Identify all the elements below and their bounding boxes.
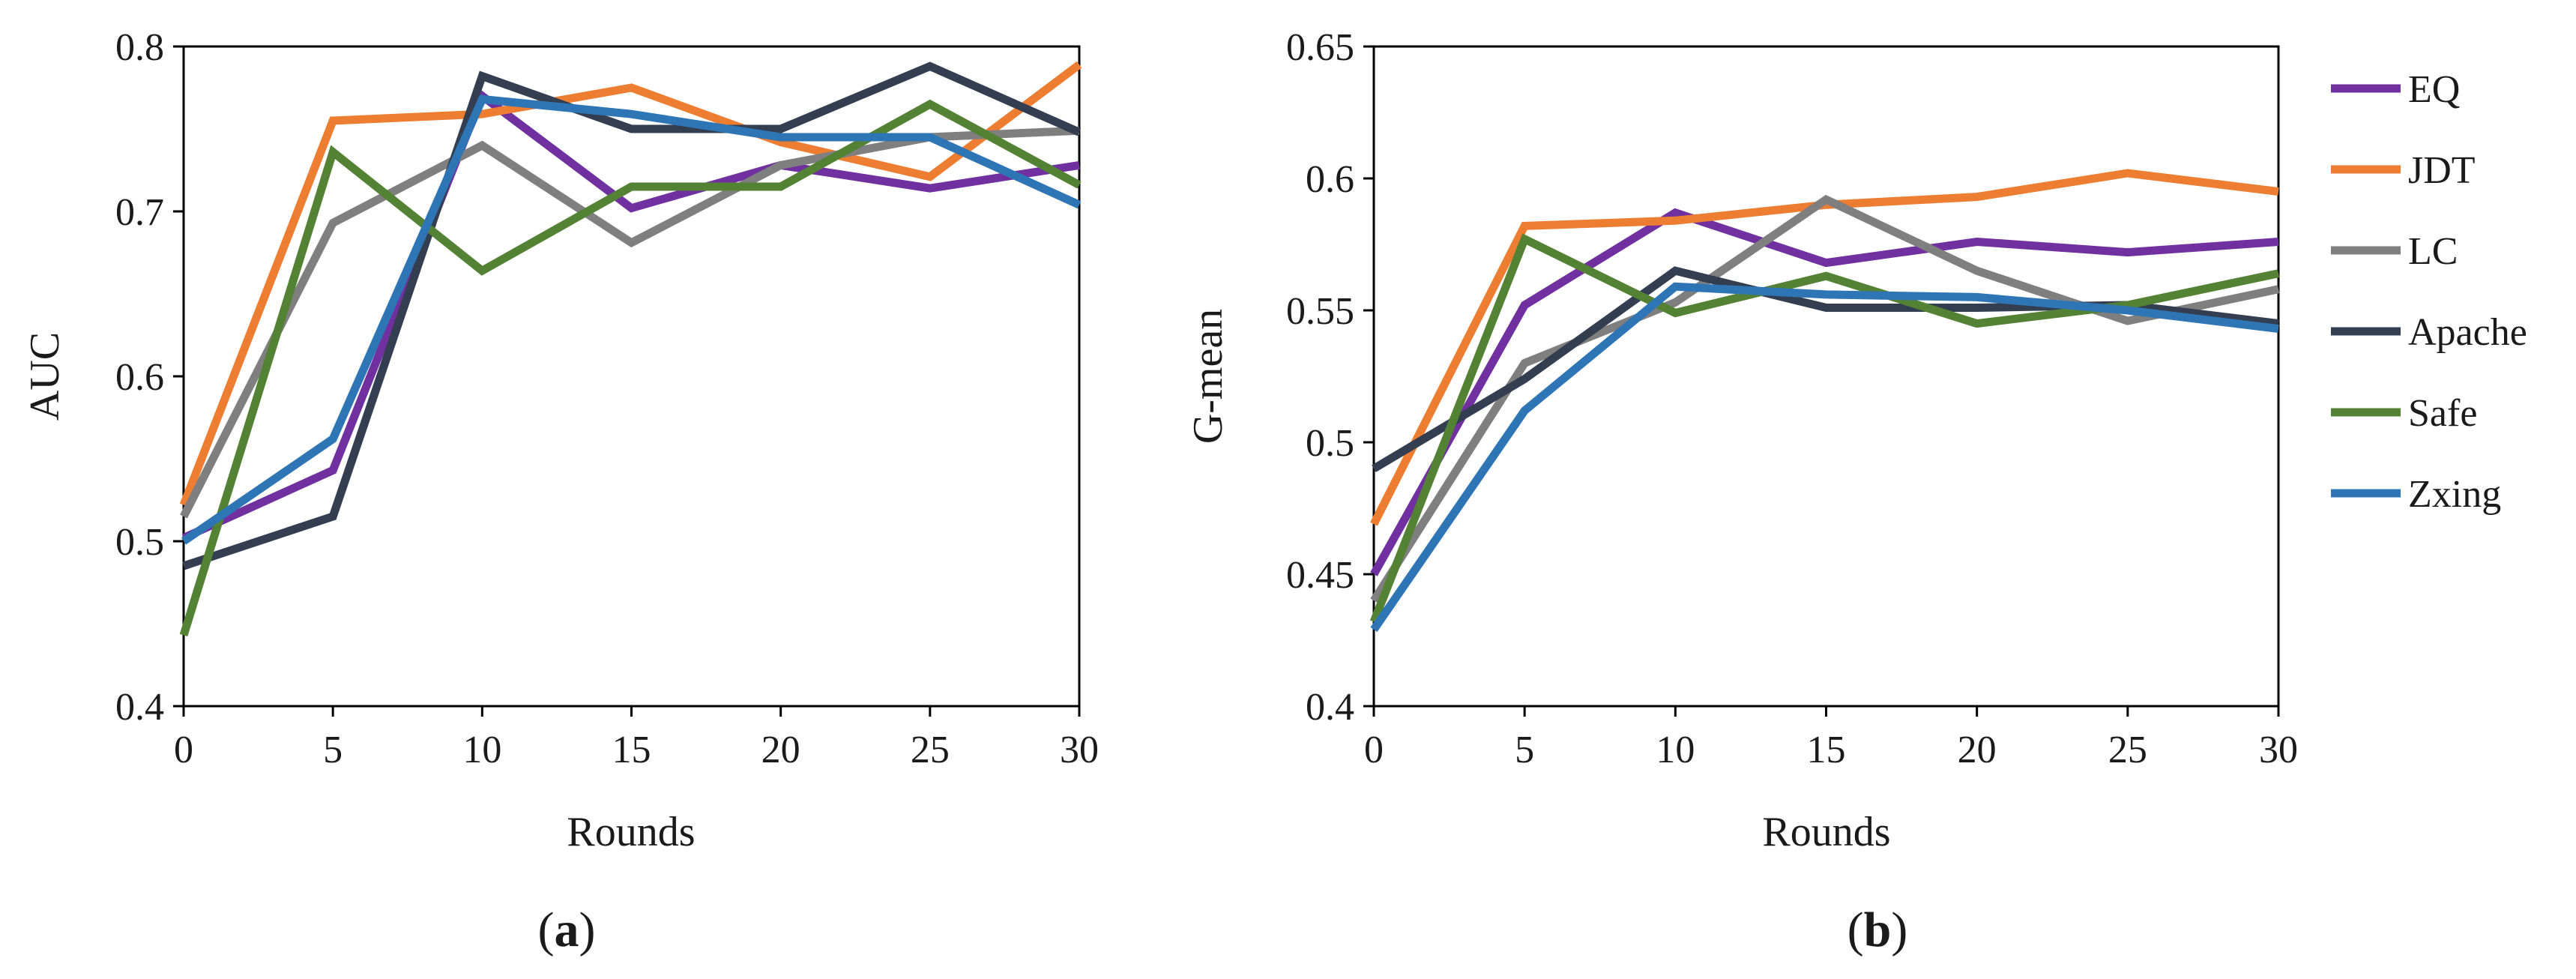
b-x-tick-label: 10 <box>1656 729 1695 771</box>
b-y-tick-label: 0.65 <box>1286 26 1354 69</box>
auc-chart: 0.40.50.60.70.8 0 5 10 15 20 25 30 AUC Rounds … <box>22 26 1099 957</box>
gmean-panel-label: (b) <box>1847 903 1908 957</box>
gmean-y-axis-title: G-mean <box>1185 309 1231 444</box>
auc-y-ticks: 0.4 0.5 0.6 0.7 0.8 <box>115 26 184 729</box>
b-x-tick-label: 25 <box>2108 729 2147 771</box>
a-x-tick-label: 20 <box>761 729 800 771</box>
a-y-tick-label: 0.5 <box>115 521 164 564</box>
b-x-tick-label: 30 <box>2259 729 2298 771</box>
legend-label-lc: LC <box>2408 230 2458 273</box>
b-x-tick-label: 5 <box>1515 729 1534 771</box>
gmean-plot-area <box>1372 45 2280 708</box>
auc-series-group <box>179 61 1082 637</box>
a-y-tick-label: 0.4 <box>115 686 164 729</box>
legend-label-eq: EQ <box>2408 68 2460 111</box>
a-x-tick-label: 10 <box>462 729 501 771</box>
gmean-x-ticks: 0 5 10 15 20 25 30 <box>1364 706 2298 771</box>
auc-panel-label: (a) <box>538 903 596 957</box>
gmean-y-ticks: 0.4 0.45 0.5 0.55 0.6 0.65 <box>1286 26 1374 729</box>
a-x-tick-label: 5 <box>323 729 343 771</box>
b-y-tick-label: 0.5 <box>1306 422 1354 465</box>
b-y-tick-label: 0.4 <box>1306 686 1354 729</box>
b-x-tick-label: 15 <box>1807 729 1846 771</box>
a-x-tick-label: 15 <box>612 729 651 771</box>
b-y-tick-label: 0.6 <box>1306 158 1354 201</box>
legend-label-zxing: Zxing <box>2408 473 2501 516</box>
legend-label-jdt: JDT <box>2408 149 2476 192</box>
a-x-tick-label: 0 <box>174 729 193 771</box>
a-y-tick-label: 0.6 <box>115 356 164 399</box>
b-x-tick-label: 0 <box>1364 729 1384 771</box>
gmean-x-axis-title: Rounds <box>1762 809 1890 855</box>
b-series-line-jdt <box>1370 169 2279 526</box>
b-y-tick-label: 0.45 <box>1286 554 1354 597</box>
legend: EQ JDT LC Apache Safe Zxing <box>2331 68 2527 516</box>
gmean-series-group <box>1369 169 2280 633</box>
gmean-chart: 0.4 0.45 0.5 0.55 0.6 0.65 0 5 10 15 20 25 30 G-mea… <box>1185 26 2298 957</box>
a-y-tick-label: 0.8 <box>115 26 164 69</box>
b-x-tick-label: 20 <box>1958 729 1997 771</box>
legend-label-apache: Apache <box>2408 311 2527 354</box>
b-y-tick-label: 0.55 <box>1286 290 1354 333</box>
a-y-tick-label: 0.7 <box>115 191 164 234</box>
auc-x-ticks: 0 5 10 15 20 25 30 <box>174 706 1099 771</box>
legend-label-safe: Safe <box>2408 392 2477 435</box>
a-x-tick-label: 30 <box>1060 729 1099 771</box>
auc-x-axis-title: Rounds <box>567 809 695 855</box>
a-x-tick-label: 25 <box>911 729 950 771</box>
auc-y-axis-title: AUC <box>22 332 68 421</box>
